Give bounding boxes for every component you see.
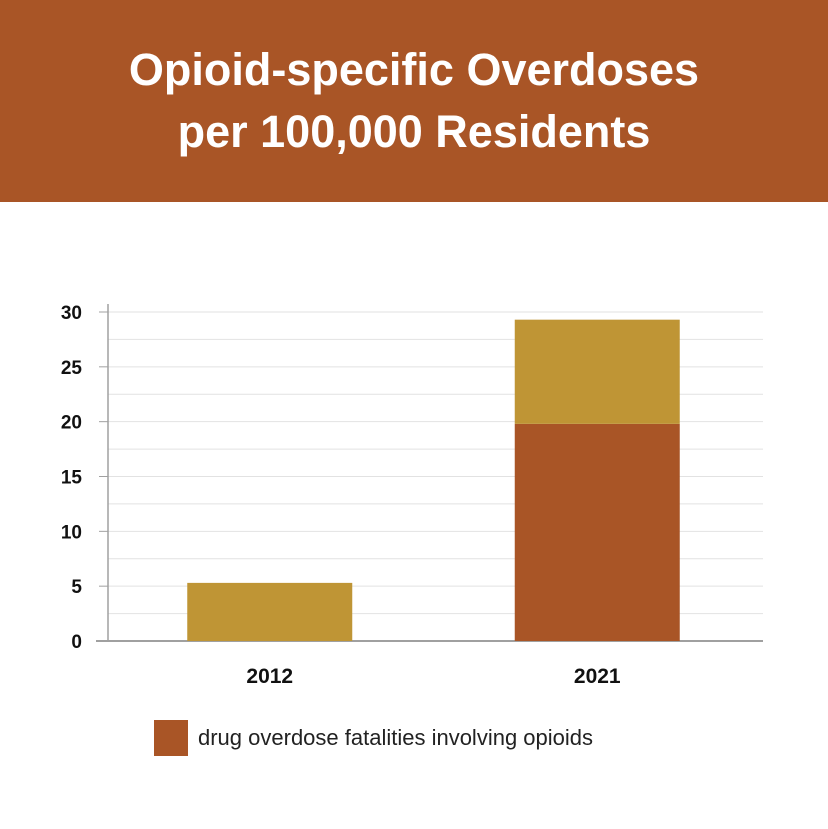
legend: drug overdose fatalities involving opioi… — [154, 720, 593, 756]
bar-2021-series-0 — [514, 423, 680, 641]
y-tick-label: 15 — [61, 468, 83, 489]
y-tick-label: 0 — [71, 632, 82, 653]
bar-chart: 0 5 10 15 20 25 30 2012 2021 — [61, 303, 763, 688]
y-tick-label: 5 — [71, 577, 82, 598]
chart-title-line-1: Opioid-specific Overdoses — [128, 44, 700, 95]
bar-2012-series-1 — [187, 582, 353, 641]
y-tick-label: 20 — [61, 413, 82, 434]
x-tick-label: 2021 — [574, 665, 621, 688]
y-tick-label: 25 — [61, 358, 83, 379]
y-tick-label: 10 — [61, 522, 82, 543]
title-banner: Opioid-specific Overdoses per 100,000 Re… — [0, 0, 828, 202]
chart-title-line-2: per 100,000 Residents — [177, 106, 651, 157]
bar-2021-series-1 — [514, 319, 680, 424]
x-tick-label: 2012 — [246, 665, 293, 688]
y-tick-label: 30 — [61, 303, 82, 324]
legend-label-opioid: drug overdose fatalities involving opioi… — [198, 725, 594, 750]
legend-swatch-opioid — [154, 720, 188, 756]
